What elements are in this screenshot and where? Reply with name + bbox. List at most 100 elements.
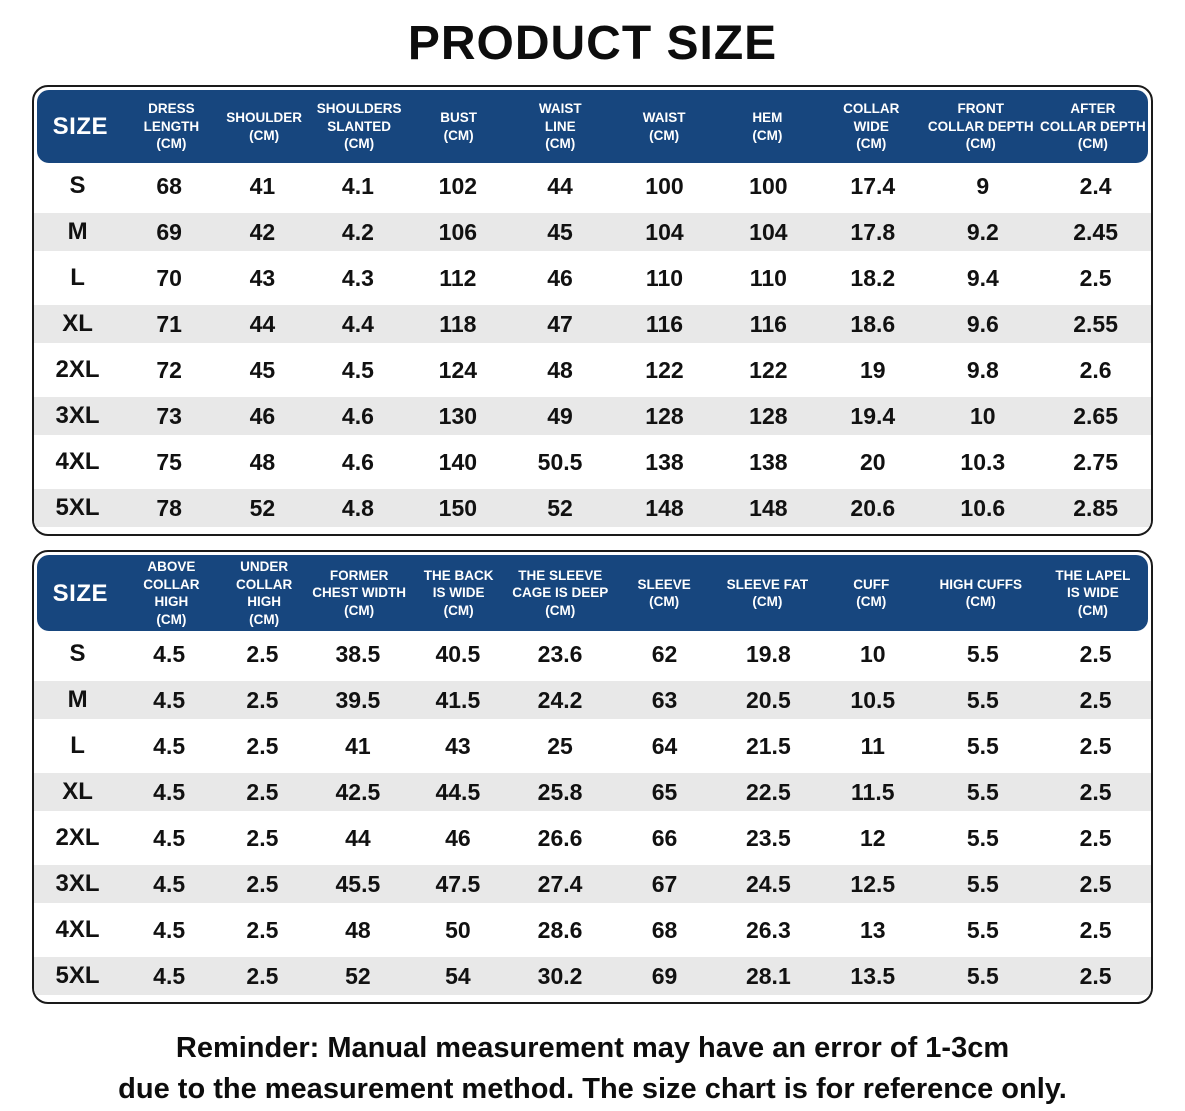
measurement-cell: 46 bbox=[445, 824, 471, 851]
measurement-cell: 18.6 bbox=[850, 310, 896, 337]
measurement-cell: 112 bbox=[439, 264, 477, 291]
table-header-row: SIZE ABOVE COLLAR HIGH (CM) UNDER COLLAR HIGH… bbox=[37, 555, 1148, 632]
size-label: XL bbox=[62, 778, 93, 806]
size-label: L bbox=[70, 732, 85, 760]
measurement-cell: 20 bbox=[859, 448, 886, 475]
size-chart-page: PRODUCT SIZE SIZE DRESS LENGTH (CM) SHOULDER… bbox=[0, 16, 1185, 1109]
measurement-cell: 4.5 bbox=[153, 916, 186, 943]
measurement-cell: 64 bbox=[651, 732, 678, 759]
column-header: WAIST LINE (CM) bbox=[538, 101, 582, 152]
measurement-cell: 48 bbox=[345, 916, 371, 943]
measurement-cell: 148 bbox=[749, 494, 788, 521]
measurement-cell: 18.2 bbox=[850, 264, 896, 291]
measurement-cell: 2.4 bbox=[1079, 172, 1112, 199]
column-header: CUFF (CM) bbox=[853, 576, 890, 610]
measurement-cell: 2.5 bbox=[1079, 824, 1112, 851]
column-header: SHOULDERS SLANTED (CM) bbox=[316, 101, 402, 152]
size-tables: SIZE DRESS LENGTH (CM) SHOULDER (CM) SHOULDERS… bbox=[0, 85, 1185, 1005]
measurement-cell: 5.5 bbox=[966, 870, 999, 897]
measurement-cell: 75 bbox=[156, 448, 182, 475]
table-row-2XL: 2XL 4.5 2.5 44 46 26.6 66 23.5 12 5.5 2.5 bbox=[34, 815, 1151, 862]
column-header: THE SLEEVE CAGE IS DEEP (CM) bbox=[512, 567, 609, 618]
measurement-cell: 5.5 bbox=[966, 778, 999, 805]
measurement-cell: 2.5 bbox=[1079, 640, 1112, 667]
measurement-cell: 26.3 bbox=[745, 916, 791, 943]
column-header: FRONT COLLAR DEPTH (CM) bbox=[927, 101, 1034, 152]
measurement-cell: 43 bbox=[249, 264, 276, 291]
column-header: UNDER COLLAR HIGH (CM) bbox=[236, 559, 293, 627]
measurement-cell: 5.5 bbox=[966, 732, 999, 759]
measurement-cell: 43 bbox=[445, 732, 471, 759]
measurement-cell: 44 bbox=[249, 310, 276, 337]
measurement-cell: 27.4 bbox=[537, 870, 583, 897]
measurement-cell: 5.5 bbox=[966, 824, 999, 851]
measurement-cell: 128 bbox=[749, 402, 788, 429]
size-label: L bbox=[70, 264, 85, 291]
table-row-XL: XL 4.5 2.5 42.5 44.5 25.8 65 22.5 11.5 5.5 2.5 bbox=[34, 769, 1151, 816]
table-row-XL: XL 71 44 4.4 118 47 116 116 18.6 9.6 2.55 bbox=[34, 301, 1151, 347]
reminder-line-1: Reminder: Manual measurement may have an… bbox=[175, 1032, 1010, 1065]
table-row-3XL: 3XL 73 46 4.6 130 49 128 128 19.4 10 2.65 bbox=[34, 393, 1151, 439]
measurement-cell: 70 bbox=[156, 264, 182, 291]
measurement-cell: 42.5 bbox=[335, 778, 381, 805]
reminder-line-2: due to the measurement method. The size … bbox=[118, 1072, 1067, 1105]
measurement-cell: 40.5 bbox=[435, 640, 481, 667]
measurement-cell: 23.5 bbox=[745, 824, 791, 851]
measurement-cell: 2.45 bbox=[1073, 218, 1118, 245]
measurement-cell: 2.5 bbox=[246, 916, 279, 943]
measurement-cell: 10 bbox=[970, 402, 996, 429]
measurement-cell: 9.8 bbox=[966, 356, 999, 383]
column-header: DRESS LENGTH (CM) bbox=[143, 101, 200, 152]
measurement-cell: 2.5 bbox=[246, 778, 279, 805]
page-title: PRODUCT SIZE bbox=[407, 17, 778, 70]
measurement-cell: 4.3 bbox=[341, 264, 374, 291]
size-label: S bbox=[69, 172, 86, 199]
measurement-cell: 28.1 bbox=[745, 962, 791, 989]
measurement-cell: 50 bbox=[445, 916, 471, 943]
measurement-cell: 25.8 bbox=[537, 778, 583, 805]
measurement-cell: 41.5 bbox=[435, 686, 481, 713]
measurement-cell: 4.5 bbox=[153, 640, 186, 667]
measurement-cell: 4.5 bbox=[153, 778, 186, 805]
measurement-cell: 45 bbox=[249, 356, 276, 383]
measurement-cell: 69 bbox=[651, 962, 678, 989]
measurement-cell: 10.3 bbox=[960, 448, 1006, 475]
size-table-collar-sleeve: SIZE ABOVE COLLAR HIGH (CM) UNDER COLLAR HIGH… bbox=[32, 550, 1153, 1005]
reminder: Reminder: Manual measurement may have an… bbox=[0, 1028, 1185, 1109]
measurement-cell: 69 bbox=[156, 218, 182, 245]
measurement-cell: 19 bbox=[859, 356, 886, 383]
measurement-cell: 12.5 bbox=[850, 870, 896, 897]
column-header: THE BACK IS WIDE (CM) bbox=[423, 567, 494, 618]
measurement-cell: 45.5 bbox=[335, 870, 381, 897]
measurement-cell: 4.1 bbox=[341, 172, 374, 199]
table-row-S: S 4.5 2.5 38.5 40.5 23.6 62 19.8 10 5.5 2.5 bbox=[34, 631, 1151, 678]
size-label: 4XL bbox=[55, 916, 100, 944]
measurement-cell: 39.5 bbox=[335, 686, 381, 713]
measurement-cell: 9.6 bbox=[966, 310, 999, 337]
measurement-cell: 10.6 bbox=[960, 494, 1006, 521]
measurement-cell: 106 bbox=[438, 218, 478, 245]
measurement-cell: 19.8 bbox=[745, 640, 791, 667]
measurement-cell: 23.6 bbox=[537, 640, 583, 667]
size-label: 3XL bbox=[55, 870, 100, 898]
measurement-cell: 148 bbox=[645, 494, 684, 521]
measurement-cell: 62 bbox=[651, 640, 678, 667]
measurement-cell: 2.65 bbox=[1073, 402, 1118, 429]
column-header: COLLAR WIDE (CM) bbox=[843, 101, 900, 152]
table-row-S: S 68 41 4.1 102 44 100 100 17.4 9 2.4 bbox=[34, 163, 1151, 209]
measurement-cell: 5.5 bbox=[966, 962, 999, 989]
table-row-L: L 4.5 2.5 41 43 25 64 21.5 11 5.5 2.5 bbox=[34, 723, 1151, 770]
measurement-cell: 2.5 bbox=[1079, 916, 1112, 943]
measurement-cell: 44 bbox=[345, 824, 371, 851]
measurement-cell: 2.55 bbox=[1073, 310, 1118, 337]
measurement-cell: 10.5 bbox=[850, 686, 896, 713]
table-row-L: L 70 43 4.3 112 46 110 110 18.2 9.4 2.5 bbox=[34, 255, 1151, 301]
measurement-cell: 4.8 bbox=[341, 494, 374, 521]
measurement-cell: 46 bbox=[547, 264, 573, 291]
measurement-cell: 2.5 bbox=[246, 640, 279, 667]
measurement-cell: 2.5 bbox=[1079, 686, 1112, 713]
measurement-cell: 41 bbox=[345, 732, 371, 759]
size-label: XL bbox=[62, 310, 93, 337]
measurement-cell: 71 bbox=[156, 310, 182, 337]
column-header: THE LAPEL IS WIDE (CM) bbox=[1055, 567, 1131, 618]
